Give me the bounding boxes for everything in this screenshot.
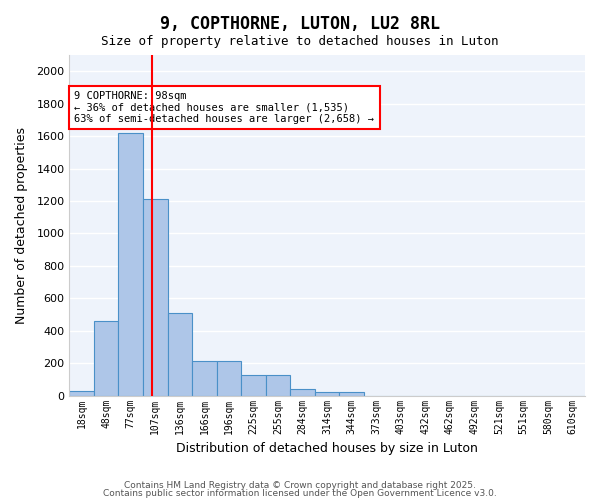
Bar <box>192 361 217 396</box>
Bar <box>118 133 143 396</box>
Bar <box>143 200 167 396</box>
Text: Contains HM Land Registry data © Crown copyright and database right 2025.: Contains HM Land Registry data © Crown c… <box>124 481 476 490</box>
X-axis label: Distribution of detached houses by size in Luton: Distribution of detached houses by size … <box>176 442 478 455</box>
Text: 9 COPTHORNE: 98sqm
← 36% of detached houses are smaller (1,535)
63% of semi-deta: 9 COPTHORNE: 98sqm ← 36% of detached hou… <box>74 91 374 124</box>
Text: Size of property relative to detached houses in Luton: Size of property relative to detached ho… <box>101 35 499 48</box>
Bar <box>70 391 94 396</box>
Bar <box>290 389 315 396</box>
Bar <box>266 374 290 396</box>
Y-axis label: Number of detached properties: Number of detached properties <box>15 127 28 324</box>
Bar <box>241 374 266 396</box>
Text: Contains public sector information licensed under the Open Government Licence v3: Contains public sector information licen… <box>103 488 497 498</box>
Bar <box>315 392 340 396</box>
Bar <box>217 361 241 396</box>
Bar <box>340 392 364 396</box>
Text: 9, COPTHORNE, LUTON, LU2 8RL: 9, COPTHORNE, LUTON, LU2 8RL <box>160 15 440 33</box>
Bar <box>167 313 192 396</box>
Bar <box>94 321 118 396</box>
